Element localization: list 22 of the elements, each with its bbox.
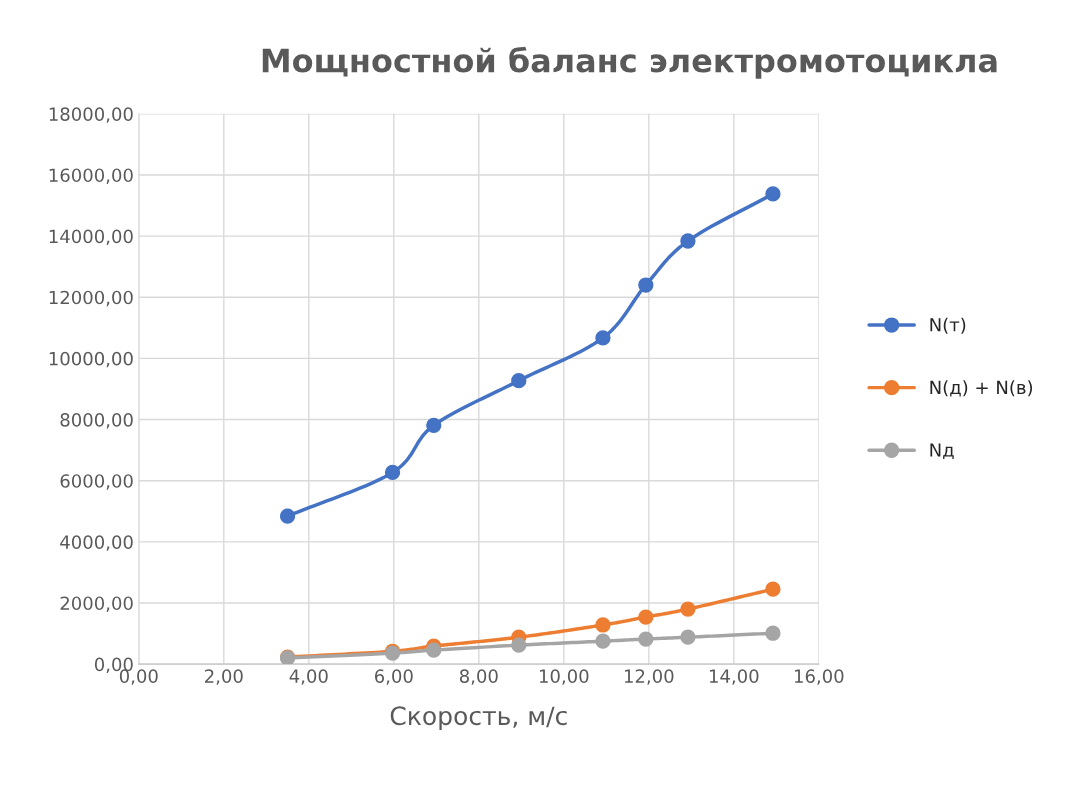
y-tick-label: 18000,00 bbox=[49, 107, 133, 123]
x-tick-label: 10,00 bbox=[539, 669, 589, 685]
y-tick-label: 6000,00 bbox=[60, 474, 133, 490]
y-tick-label: 2000,00 bbox=[60, 596, 133, 612]
legend-label: N(т) bbox=[930, 317, 966, 334]
x-tick-label: 8,00 bbox=[459, 669, 498, 685]
y-tick-label: 8000,00 bbox=[60, 413, 133, 429]
y-tick-label: 10000,00 bbox=[49, 351, 133, 368]
x-tick-label: 12,00 bbox=[624, 669, 674, 685]
y-tick-label: 4000,00 bbox=[60, 535, 133, 551]
x-tick-label: 2,00 bbox=[205, 669, 243, 685]
y-tick-label: 14000,00 bbox=[49, 229, 133, 246]
x-tick-label: 14,00 bbox=[709, 669, 759, 685]
x-tick-label: 6,00 bbox=[374, 669, 413, 685]
legend-label: N(д) + N(в) bbox=[930, 380, 1033, 397]
y-tick-label: 12000,00 bbox=[49, 290, 133, 307]
x-tick-label: 4,00 bbox=[289, 669, 328, 685]
chart-title: Мощностной баланс электромотоцикла bbox=[262, 46, 997, 79]
legend-label: Nд bbox=[930, 443, 954, 460]
x-tick-label: 16,00 bbox=[794, 669, 844, 685]
y-tick-label: 16000,00 bbox=[49, 168, 133, 184]
x-axis-title: Скорость, м/с bbox=[390, 706, 567, 731]
